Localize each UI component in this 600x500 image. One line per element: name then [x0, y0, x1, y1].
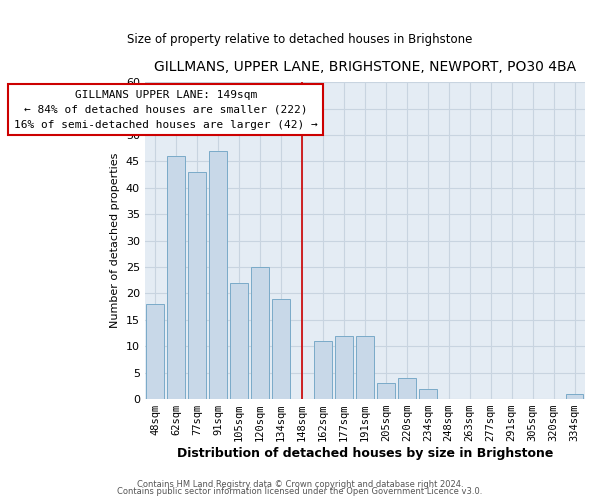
X-axis label: Distribution of detached houses by size in Brighstone: Distribution of detached houses by size … — [176, 447, 553, 460]
Bar — [335, 336, 353, 399]
Bar — [167, 156, 185, 399]
Bar — [356, 336, 374, 399]
Bar — [314, 341, 332, 399]
Bar — [566, 394, 583, 399]
Text: Contains public sector information licensed under the Open Government Licence v3: Contains public sector information licen… — [118, 487, 482, 496]
Title: GILLMANS, UPPER LANE, BRIGHSTONE, NEWPORT, PO30 4BA: GILLMANS, UPPER LANE, BRIGHSTONE, NEWPOR… — [154, 60, 576, 74]
Bar — [419, 388, 437, 399]
Bar — [398, 378, 416, 399]
Bar — [377, 383, 395, 399]
Y-axis label: Number of detached properties: Number of detached properties — [110, 153, 120, 328]
Bar — [230, 283, 248, 399]
Bar — [272, 298, 290, 399]
Bar — [251, 267, 269, 399]
Text: Contains HM Land Registry data © Crown copyright and database right 2024.: Contains HM Land Registry data © Crown c… — [137, 480, 463, 489]
Text: GILLMANS UPPER LANE: 149sqm
← 84% of detached houses are smaller (222)
16% of se: GILLMANS UPPER LANE: 149sqm ← 84% of det… — [14, 90, 317, 130]
Bar — [209, 151, 227, 399]
Bar — [146, 304, 164, 399]
Text: Size of property relative to detached houses in Brighstone: Size of property relative to detached ho… — [127, 32, 473, 46]
Bar — [188, 172, 206, 399]
